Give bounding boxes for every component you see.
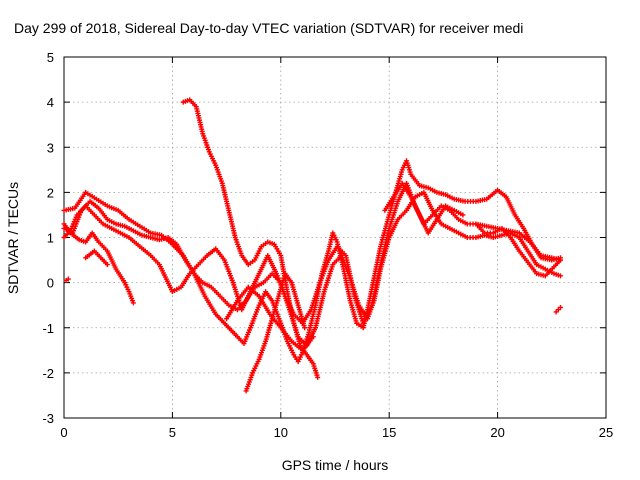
data-point-marker <box>557 257 563 263</box>
data-point-marker <box>104 262 110 268</box>
y-tick-label: 4 <box>47 95 54 110</box>
series-track-5 <box>83 248 110 268</box>
data-point-marker <box>130 300 136 306</box>
data-point-marker <box>302 325 308 331</box>
x-tick-label: 15 <box>382 425 396 440</box>
x-tick-label: 5 <box>169 425 176 440</box>
x-tick-label: 10 <box>274 425 288 440</box>
y-axis-label: SDTVAR / TECUs <box>5 182 21 294</box>
series-track-10 <box>553 304 563 315</box>
y-tick-label: -1 <box>42 321 54 336</box>
data-point-marker <box>310 334 316 340</box>
y-tick-label: 5 <box>47 50 54 65</box>
y-tick-label: 1 <box>47 231 54 246</box>
data-point-marker <box>557 304 563 310</box>
x-tick-label: 20 <box>490 425 504 440</box>
y-tick-label: 0 <box>47 276 54 291</box>
series-track-8 <box>224 284 316 353</box>
series-track-9 <box>63 276 71 283</box>
y-tick-label: 3 <box>47 140 54 155</box>
data-point-marker <box>460 212 466 218</box>
data-point-marker <box>557 273 563 279</box>
x-tick-label: 0 <box>60 425 67 440</box>
series-track-12 <box>382 180 466 236</box>
series-track-3 <box>61 180 563 326</box>
x-tick-label: 25 <box>599 425 613 440</box>
data-point-marker <box>65 276 71 282</box>
y-tick-label: -3 <box>42 411 54 426</box>
chart-title: Day 299 of 2018, Sidereal Day-to-day VTE… <box>14 20 523 36</box>
series-track-11 <box>473 221 563 263</box>
x-axis-label: GPS time / hours <box>282 457 389 473</box>
y-tick-label: 2 <box>47 185 54 200</box>
series-track-4 <box>61 221 136 306</box>
tick-layer: 0 5 10 15 20 25 -3 -2 -1 0 1 2 3 4 5 <box>42 50 613 440</box>
y-tick-label: -2 <box>42 366 54 381</box>
data-point-marker <box>315 374 321 380</box>
data-layer <box>61 97 563 394</box>
series-track-2 <box>61 189 563 349</box>
series-track-7 <box>243 271 308 394</box>
